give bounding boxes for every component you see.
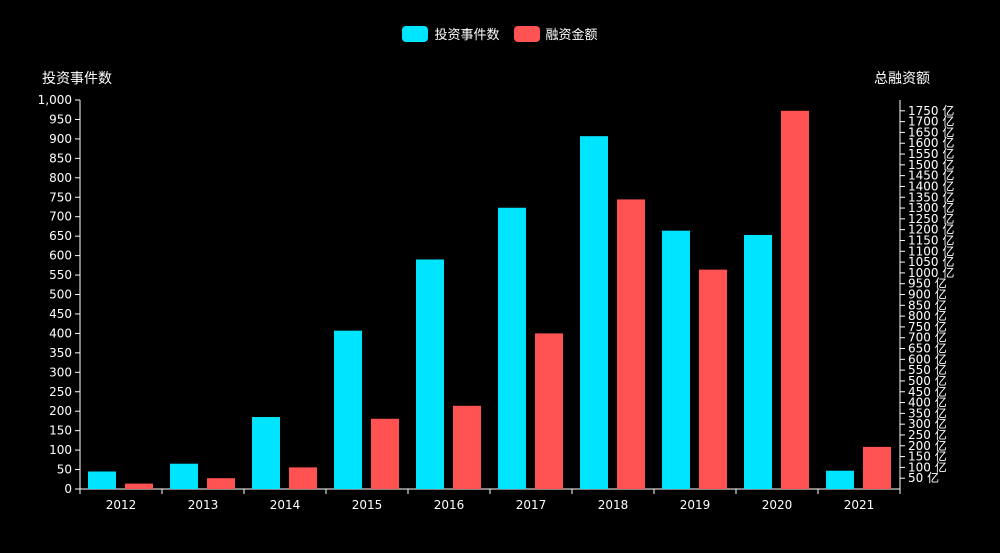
- right-axis-tick-label: 500 亿: [908, 373, 947, 388]
- right-axis-tick-label: 950 亿: [908, 276, 947, 291]
- left-axis-tick-label: 100: [49, 443, 72, 457]
- legend: 投资事件数 融资金额: [0, 24, 1000, 43]
- left-axis-tick-label: 200: [49, 404, 72, 418]
- right-axis-tick-label: 1050 亿: [908, 254, 954, 269]
- left-axis-tick-label: 900: [49, 132, 72, 146]
- right-axis-tick-label: 1400 亿: [908, 178, 954, 193]
- bar-financing-amount-2012[interactable]: [125, 483, 153, 489]
- legend-swatch-investment-events: [402, 25, 429, 42]
- left-axis-tick-label: 950: [49, 112, 72, 126]
- bar-investment-events-2013[interactable]: [170, 463, 198, 489]
- left-axis-tick-label: 450: [49, 307, 72, 321]
- legend-label-financing-amount: 融资金额: [545, 28, 598, 43]
- right-axis-tick-label: 1750 亿: [908, 103, 954, 118]
- right-axis-tick-label: 1200 亿: [908, 222, 954, 237]
- right-axis-tick-label: 400 亿: [908, 395, 947, 410]
- bar-investment-events-2017[interactable]: [498, 207, 526, 490]
- bar-investment-events-2014[interactable]: [252, 417, 280, 489]
- bar-investment-events-2016[interactable]: [416, 259, 444, 489]
- right-axis-tick-label: 250 亿: [908, 427, 947, 442]
- bar-investment-events-2020[interactable]: [744, 234, 772, 489]
- right-axis-tick-label: 600 亿: [908, 351, 947, 366]
- right-axis-tick-label: 450 亿: [908, 384, 947, 399]
- right-axis-tick-label: 1450 亿: [908, 168, 954, 183]
- right-axis-tick-label: 1300 亿: [908, 200, 954, 215]
- right-axis-tick-label: 900 亿: [908, 287, 947, 302]
- right-axis-tick-label: 1150 亿: [908, 232, 954, 247]
- right-axis-tick-label: 1100 亿: [908, 243, 954, 258]
- bar-financing-amount-2013[interactable]: [207, 478, 235, 489]
- bar-investment-events-2019[interactable]: [662, 230, 690, 490]
- x-axis-tick-label: 2014: [270, 498, 301, 512]
- left-axis-tick-label: 700: [49, 210, 72, 224]
- left-axis-tick-label: 50: [57, 463, 72, 477]
- right-axis-tick-label: 100 亿: [908, 459, 947, 474]
- right-axis-title: 总融资额: [874, 71, 930, 87]
- left-axis-tick-label: 150: [49, 424, 72, 438]
- right-axis-tick-label: 1350 亿: [908, 189, 954, 204]
- bar-financing-amount-2014[interactable]: [289, 467, 317, 489]
- bar-investment-events-2015[interactable]: [334, 330, 362, 489]
- bar-financing-amount-2020[interactable]: [781, 110, 809, 490]
- legend-swatch-financing-amount: [513, 25, 540, 42]
- left-axis-tick-label: 0: [64, 482, 72, 496]
- bar-financing-amount-2017[interactable]: [535, 333, 563, 489]
- right-axis-tick-label: 350 亿: [908, 405, 947, 420]
- left-axis-tick-label: 750: [49, 190, 72, 204]
- left-axis-tick-label: 550: [49, 268, 72, 282]
- x-axis-tick-label: 2013: [188, 498, 219, 512]
- x-axis-tick-label: 2015: [352, 498, 383, 512]
- right-axis-tick-label: 1250 亿: [908, 211, 954, 226]
- bar-investment-events-2018[interactable]: [580, 136, 608, 489]
- right-axis-tick-label: 1650 亿: [908, 124, 954, 139]
- x-axis-tick-label: 2021: [844, 498, 875, 512]
- right-axis-tick-label: 300 亿: [908, 416, 947, 431]
- bar-investment-events-2021[interactable]: [826, 470, 854, 489]
- bar-investment-events-2012[interactable]: [88, 471, 116, 489]
- right-axis-tick-label: 150 亿: [908, 449, 947, 464]
- right-axis-tick-label: 1000 亿: [908, 265, 954, 280]
- x-axis-tick-label: 2018: [598, 498, 629, 512]
- right-axis-tick-label: 1600 亿: [908, 135, 954, 150]
- legend-item-investment-events[interactable]: 投资事件数: [402, 24, 500, 43]
- left-axis-tick-label: 400: [49, 326, 72, 340]
- x-axis-tick-label: 2017: [516, 498, 547, 512]
- left-axis-tick-label: 300: [49, 365, 72, 379]
- left-axis-title: 投资事件数: [42, 71, 112, 87]
- legend-label-investment-events: 投资事件数: [434, 28, 500, 43]
- bar-financing-amount-2019[interactable]: [699, 269, 727, 489]
- right-axis-tick-label: 800 亿: [908, 308, 947, 323]
- left-axis-tick-label: 800: [49, 171, 72, 185]
- right-axis-tick-label: 650 亿: [908, 341, 947, 356]
- bar-financing-amount-2015[interactable]: [371, 418, 399, 489]
- right-axis-tick-label: 550 亿: [908, 362, 947, 377]
- bar-financing-amount-2018[interactable]: [617, 199, 645, 489]
- right-axis-tick-label: 50 亿: [908, 470, 939, 485]
- right-axis-tick-label: 1700 亿: [908, 114, 954, 129]
- x-axis-tick-label: 2016: [434, 498, 465, 512]
- legend-item-financing-amount[interactable]: 融资金额: [513, 24, 598, 43]
- left-axis-tick-label: 250: [49, 385, 72, 399]
- right-axis-tick-label: 750 亿: [908, 319, 947, 334]
- right-axis-tick-label: 1550 亿: [908, 146, 954, 161]
- bar-financing-amount-2016[interactable]: [453, 405, 481, 489]
- x-axis-tick-label: 2012: [106, 498, 137, 512]
- right-axis-tick-label: 1500 亿: [908, 157, 954, 172]
- right-axis-tick-label: 200 亿: [908, 438, 947, 453]
- left-axis-tick-label: 1,000: [38, 93, 72, 107]
- left-axis-tick-label: 850: [49, 151, 72, 165]
- left-axis-tick-label: 350: [49, 346, 72, 360]
- right-axis-tick-label: 850 亿: [908, 297, 947, 312]
- bar-financing-amount-2021[interactable]: [863, 446, 891, 489]
- right-axis-tick-label: 700 亿: [908, 330, 947, 345]
- left-axis-tick-label: 500: [49, 288, 72, 302]
- left-axis-tick-label: 600: [49, 249, 72, 263]
- left-axis-tick-label: 650: [49, 229, 72, 243]
- x-axis-tick-label: 2019: [680, 498, 711, 512]
- x-axis-tick-label: 2020: [762, 498, 793, 512]
